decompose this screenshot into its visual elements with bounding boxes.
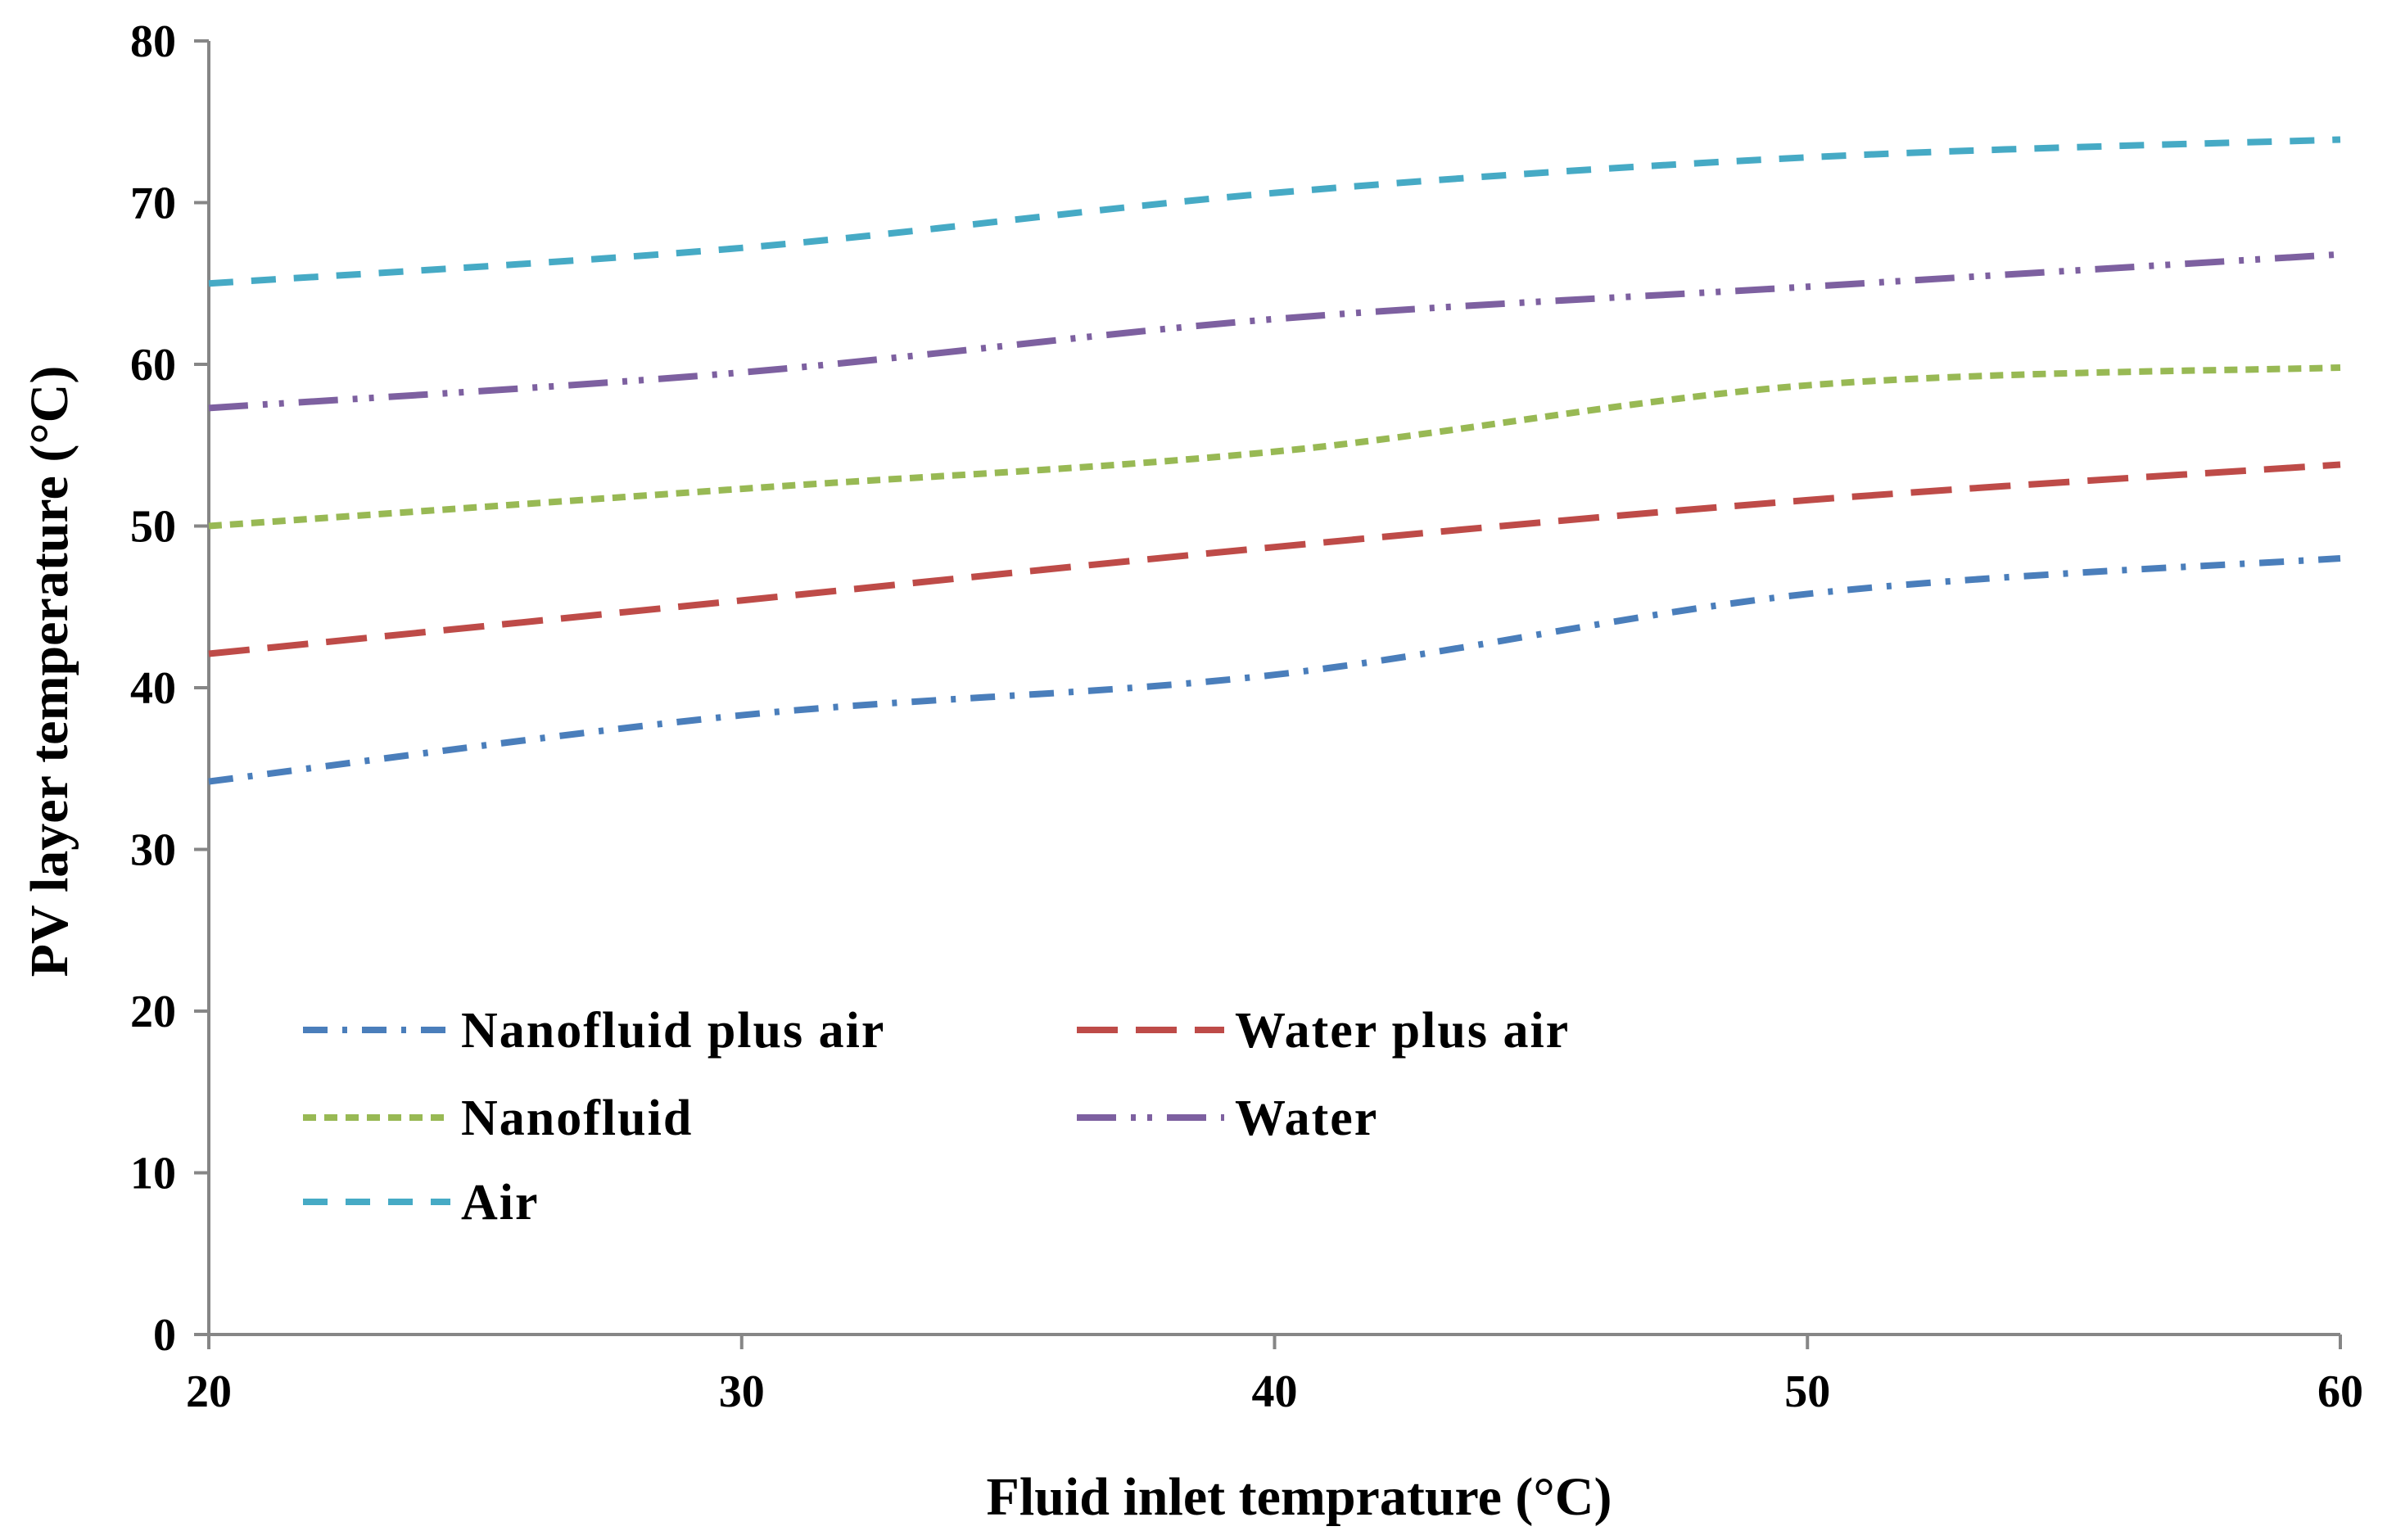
- y-axis-title: PV layer temperature (°C): [20, 366, 79, 978]
- y-tick-label: 60: [130, 340, 176, 391]
- y-tick-label: 0: [153, 1310, 176, 1361]
- x-axis-ticks: 20 30 40 50 60: [186, 1335, 2363, 1417]
- series-line-water-plus-air: [208, 461, 2341, 657]
- x-tick-label: 30: [719, 1366, 765, 1417]
- x-tick-label: 50: [1784, 1366, 1830, 1417]
- series-line-water: [208, 251, 2341, 412]
- series-line-air: [208, 136, 2341, 287]
- legend-label-air: Air: [461, 1175, 540, 1231]
- x-axis-title: Fluid inlet temprature (°C): [987, 1467, 1612, 1527]
- legend-label-water: Water: [1235, 1091, 1378, 1146]
- y-tick-label: 70: [130, 178, 176, 229]
- x-tick-label: 20: [186, 1366, 232, 1417]
- y-tick-label: 50: [130, 502, 176, 553]
- y-tick-label: 80: [130, 16, 176, 67]
- x-tick-label: 40: [1252, 1366, 1298, 1417]
- y-tick-label: 10: [130, 1149, 176, 1199]
- x-tick-label: 60: [2317, 1366, 2363, 1417]
- series-line-nanofluid-plus-air: [208, 555, 2341, 785]
- y-tick-label: 30: [130, 825, 176, 876]
- series-line-nanofluid: [208, 364, 2341, 530]
- y-tick-label: 40: [130, 663, 176, 714]
- legend-label-nanofluid-plus-air: Nanofluid plus air: [461, 1003, 885, 1059]
- legend-label-nanofluid: Nanofluid: [461, 1091, 693, 1146]
- series-lines: [208, 136, 2341, 785]
- legend-label-water-plus-air: Water plus air: [1235, 1003, 1570, 1059]
- y-tick-label: 20: [130, 987, 176, 1037]
- y-axis-ticks: 0 10 20 30 40 50 60 70 80: [130, 16, 209, 1361]
- legend: Nanofluid plus air Water plus air Nanoflui…: [303, 1003, 1570, 1231]
